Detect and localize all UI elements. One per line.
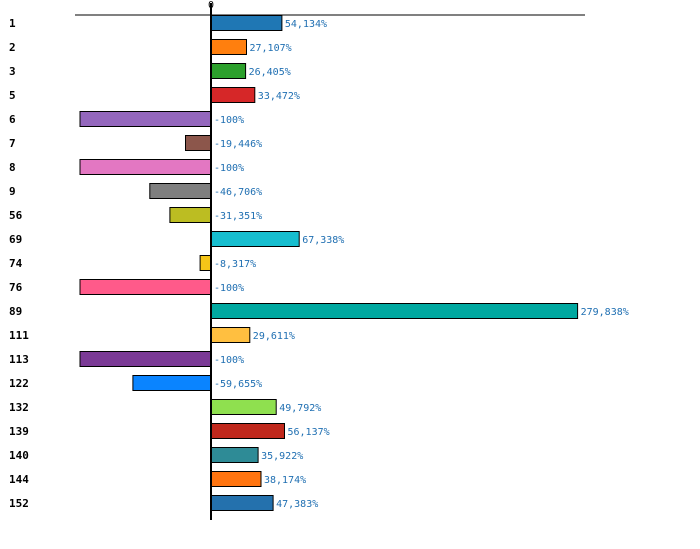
bar	[210, 63, 247, 79]
value-label: -19,446%	[214, 139, 262, 150]
value-label: -31,351%	[214, 211, 262, 222]
bar	[210, 303, 579, 319]
bar	[210, 39, 247, 55]
category-label: 132	[9, 401, 29, 414]
value-label: -8,317%	[214, 259, 256, 270]
bar	[149, 183, 212, 199]
category-label: 74	[9, 257, 23, 270]
value-label: -100%	[214, 115, 244, 126]
value-label: 26,405%	[249, 67, 291, 78]
category-label: 5	[9, 89, 16, 102]
category-label: 140	[9, 449, 29, 462]
value-label: 56,137%	[288, 427, 330, 438]
category-label: 89	[9, 305, 22, 318]
bar	[210, 399, 277, 415]
category-label: 1	[9, 17, 16, 30]
category-label: 2	[9, 41, 16, 54]
bar	[210, 471, 262, 487]
value-label: 27,107%	[250, 43, 292, 54]
labels-layer: 1 54,134% 2 27,107% 3 26,405% 5 33,472% 6 -100% 7 -…	[9, 17, 629, 510]
value-label: -100%	[214, 355, 244, 366]
bar	[79, 279, 212, 295]
category-label: 139	[9, 425, 29, 438]
bar	[199, 255, 212, 271]
category-label: 111	[9, 329, 29, 342]
value-label: 47,383%	[276, 499, 318, 510]
category-label: 9	[9, 185, 16, 198]
bar	[210, 327, 251, 343]
value-label: 38,174%	[264, 475, 306, 486]
category-label: 3	[9, 65, 16, 78]
bar	[210, 231, 300, 247]
value-label: -59,655%	[214, 379, 262, 390]
category-label: 122	[9, 377, 29, 390]
bar	[210, 87, 256, 103]
value-label: -100%	[214, 163, 244, 174]
value-label: 279,838%	[581, 307, 629, 318]
value-label: 33,472%	[258, 91, 300, 102]
category-label: 6	[9, 113, 16, 126]
bar	[169, 207, 212, 223]
value-label: -46,706%	[214, 187, 262, 198]
value-label: 49,792%	[279, 403, 321, 414]
value-label: 29,611%	[253, 331, 295, 342]
category-label: 69	[9, 233, 22, 246]
value-label: -100%	[214, 283, 244, 294]
category-label: 8	[9, 161, 16, 174]
bar	[79, 159, 212, 175]
value-label: 54,134%	[285, 19, 327, 30]
value-label: 67,338%	[302, 235, 344, 246]
category-label: 76	[9, 281, 23, 294]
value-label: 35,922%	[261, 451, 303, 462]
category-label: 152	[9, 497, 29, 510]
bar	[132, 375, 212, 391]
category-label: 144	[9, 473, 29, 486]
bar	[210, 447, 259, 463]
category-label: 113	[9, 353, 29, 366]
bar	[79, 351, 212, 367]
bars-layer	[79, 15, 579, 511]
zero-tick-label: 0	[208, 0, 214, 11]
category-label: 56	[9, 209, 23, 222]
bar	[210, 423, 285, 439]
bar	[210, 15, 283, 31]
bar	[210, 495, 274, 511]
category-label: 7	[9, 137, 16, 150]
bar	[79, 111, 212, 127]
bar	[185, 135, 212, 151]
